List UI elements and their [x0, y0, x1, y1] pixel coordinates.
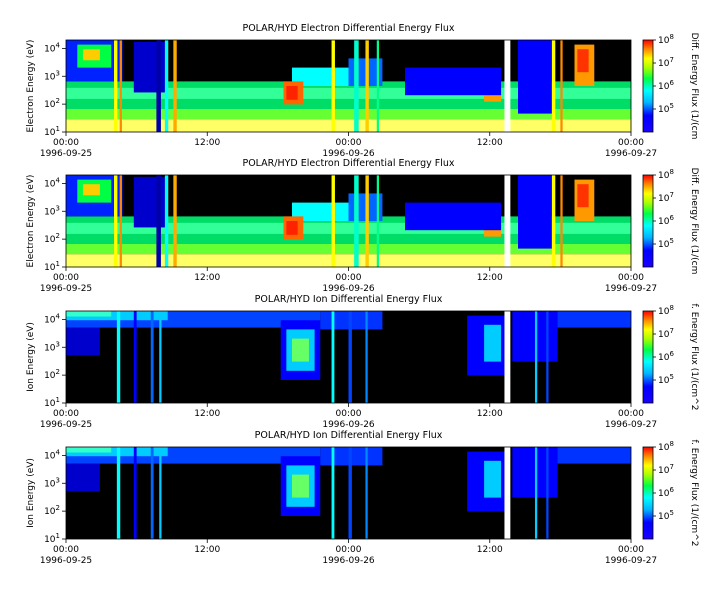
- panel-title: POLAR/HYD Electron Differential Energy F…: [242, 23, 454, 34]
- x-tick-date: 1996-09-25: [40, 149, 92, 159]
- panel-title: POLAR/HYD Electron Differential Energy F…: [242, 158, 454, 169]
- data-gap: [504, 311, 511, 403]
- x-tick-date: 1996-09-26: [322, 556, 375, 566]
- colorbar-tick-label: 105: [658, 373, 674, 386]
- colorbar-tick-label: 107: [658, 191, 674, 204]
- y-tick-label: 102: [44, 368, 60, 381]
- x-tick-date: 1996-09-26: [322, 284, 375, 294]
- x-tick-time: 12:00: [477, 273, 503, 283]
- colorbar: [642, 39, 654, 133]
- x-tick-time: 00:00: [53, 545, 79, 555]
- colorbar-tick-label: 108: [658, 440, 674, 453]
- panel-title: POLAR/HYD Ion Differential Energy Flux: [255, 430, 443, 441]
- x-tick-date: 1996-09-27: [605, 420, 657, 430]
- x-tick-date: 1996-09-27: [605, 284, 657, 294]
- y-axis-label: Electron Energy (eV): [26, 40, 36, 133]
- y-axis-label: Electron Energy (eV): [26, 175, 36, 268]
- x-tick-time: 00:00: [53, 138, 79, 148]
- x-tick-time: 00:00: [53, 273, 79, 283]
- colorbar-label: Diff. Energy Flux (1/(cm: [689, 33, 699, 140]
- y-tick-label: 104: [44, 41, 60, 54]
- x-tick-time: 12:00: [194, 273, 220, 283]
- colorbar: [642, 174, 654, 268]
- colorbar-tick-label: 107: [658, 327, 674, 340]
- colorbar-label: Diff. Energy Flux (1/(cm: [689, 168, 699, 275]
- x-tick-date: 1996-09-27: [605, 149, 657, 159]
- y-tick-label: 101: [44, 532, 60, 545]
- y-tick-label: 102: [44, 97, 60, 110]
- y-tick-label: 102: [44, 504, 60, 517]
- colorbar-tick-label: 105: [658, 509, 674, 522]
- spectrogram: [66, 311, 631, 403]
- y-tick-label: 103: [44, 69, 60, 82]
- panel-2: POLAR/HYD Electron Differential Energy F…: [26, 158, 699, 294]
- y-tick-label: 104: [44, 312, 60, 325]
- y-axis-label: Ion Energy (eV): [26, 322, 36, 392]
- y-tick-label: 104: [44, 448, 60, 461]
- x-tick-time: 00:00: [53, 409, 79, 419]
- colorbar: [642, 310, 654, 404]
- x-tick-date: 1996-09-25: [40, 284, 92, 294]
- y-axis-label: Ion Energy (eV): [26, 458, 36, 528]
- x-tick-time: 00:00: [618, 545, 644, 555]
- panel-4: POLAR/HYD Ion Differential Energy Flux Io…: [26, 430, 699, 566]
- colorbar-tick-label: 107: [658, 56, 674, 69]
- x-tick-time: 12:00: [194, 138, 220, 148]
- x-tick-time: 00:00: [336, 273, 362, 283]
- colorbar-tick-label: 106: [658, 214, 674, 227]
- y-tick-label: 101: [44, 125, 60, 138]
- x-tick-time: 12:00: [477, 138, 503, 148]
- data-gap: [504, 40, 511, 132]
- x-tick-date: 1996-09-25: [40, 556, 92, 566]
- colorbar: [642, 446, 654, 540]
- y-tick-label: 103: [44, 476, 60, 489]
- colorbar-tick-label: 106: [658, 486, 674, 499]
- colorbar-tick-label: 106: [658, 79, 674, 92]
- x-tick-time: 12:00: [194, 545, 220, 555]
- spectrogram: [66, 447, 631, 539]
- panel-1: POLAR/HYD Electron Differential Energy F…: [26, 23, 699, 159]
- x-tick-date: 1996-09-26: [322, 149, 375, 159]
- colorbar-tick-label: 105: [658, 237, 674, 250]
- x-tick-date: 1996-09-27: [605, 556, 657, 566]
- y-tick-label: 103: [44, 204, 60, 217]
- colorbar-label: f. Energy Flux (1/(cm^2: [689, 440, 699, 547]
- y-tick-label: 104: [44, 176, 60, 189]
- x-tick-time: 12:00: [477, 409, 503, 419]
- colorbar-tick-label: 105: [658, 102, 674, 115]
- y-tick-label: 103: [44, 340, 60, 353]
- x-tick-time: 00:00: [336, 409, 362, 419]
- x-tick-time: 00:00: [618, 138, 644, 148]
- x-tick-date: 1996-09-25: [40, 420, 92, 430]
- y-tick-label: 101: [44, 260, 60, 273]
- colorbar-tick-label: 106: [658, 350, 674, 363]
- x-tick-time: 00:00: [336, 545, 362, 555]
- spectrogram: [66, 175, 631, 267]
- colorbar-tick-label: 108: [658, 33, 674, 46]
- y-tick-label: 101: [44, 396, 60, 409]
- data-gap: [504, 447, 511, 539]
- colorbar-tick-label: 108: [658, 168, 674, 181]
- colorbar-tick-label: 107: [658, 463, 674, 476]
- data-gap: [504, 175, 511, 267]
- colorbar-tick-label: 108: [658, 304, 674, 317]
- x-tick-time: 00:00: [618, 273, 644, 283]
- x-tick-time: 12:00: [477, 545, 503, 555]
- x-tick-date: 1996-09-26: [322, 420, 375, 430]
- panel-title: POLAR/HYD Ion Differential Energy Flux: [255, 294, 443, 305]
- panel-3: POLAR/HYD Ion Differential Energy Flux Io…: [26, 294, 699, 430]
- x-tick-time: 00:00: [336, 138, 362, 148]
- spectrogram: [66, 40, 631, 132]
- x-tick-time: 12:00: [194, 409, 220, 419]
- x-tick-time: 00:00: [618, 409, 644, 419]
- y-tick-label: 102: [44, 232, 60, 245]
- colorbar-label: f. Energy Flux (1/(cm^2: [689, 304, 699, 411]
